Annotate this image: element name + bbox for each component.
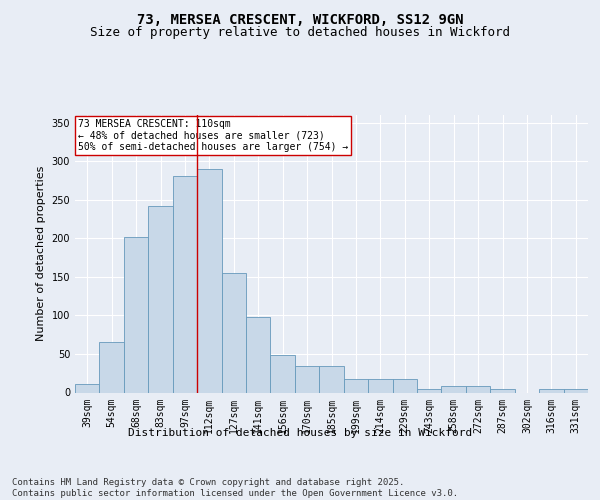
Bar	[221, 273, 246, 392]
Bar	[344, 380, 368, 392]
Bar	[392, 378, 417, 392]
Bar	[197, 169, 221, 392]
Text: 73, MERSEA CRESCENT, WICKFORD, SS12 9GN: 73, MERSEA CRESCENT, WICKFORD, SS12 9GN	[137, 12, 463, 26]
Text: Distribution of detached houses by size in Wickford: Distribution of detached houses by size …	[128, 428, 472, 438]
Bar	[417, 388, 442, 392]
Bar	[75, 384, 100, 392]
Bar	[442, 386, 466, 392]
Bar	[124, 237, 148, 392]
Bar	[173, 176, 197, 392]
Bar	[148, 206, 173, 392]
Bar	[539, 388, 563, 392]
Bar	[368, 380, 392, 392]
Bar	[100, 342, 124, 392]
Bar	[295, 366, 319, 392]
Bar	[271, 354, 295, 393]
Text: Size of property relative to detached houses in Wickford: Size of property relative to detached ho…	[90, 26, 510, 39]
Bar	[319, 366, 344, 392]
Text: 73 MERSEA CRESCENT: 110sqm
← 48% of detached houses are smaller (723)
50% of sem: 73 MERSEA CRESCENT: 110sqm ← 48% of deta…	[77, 119, 348, 152]
Bar	[466, 386, 490, 392]
Y-axis label: Number of detached properties: Number of detached properties	[36, 166, 46, 342]
Bar	[246, 317, 271, 392]
Bar	[490, 388, 515, 392]
Text: Contains HM Land Registry data © Crown copyright and database right 2025.
Contai: Contains HM Land Registry data © Crown c…	[12, 478, 458, 498]
Bar	[563, 390, 588, 392]
